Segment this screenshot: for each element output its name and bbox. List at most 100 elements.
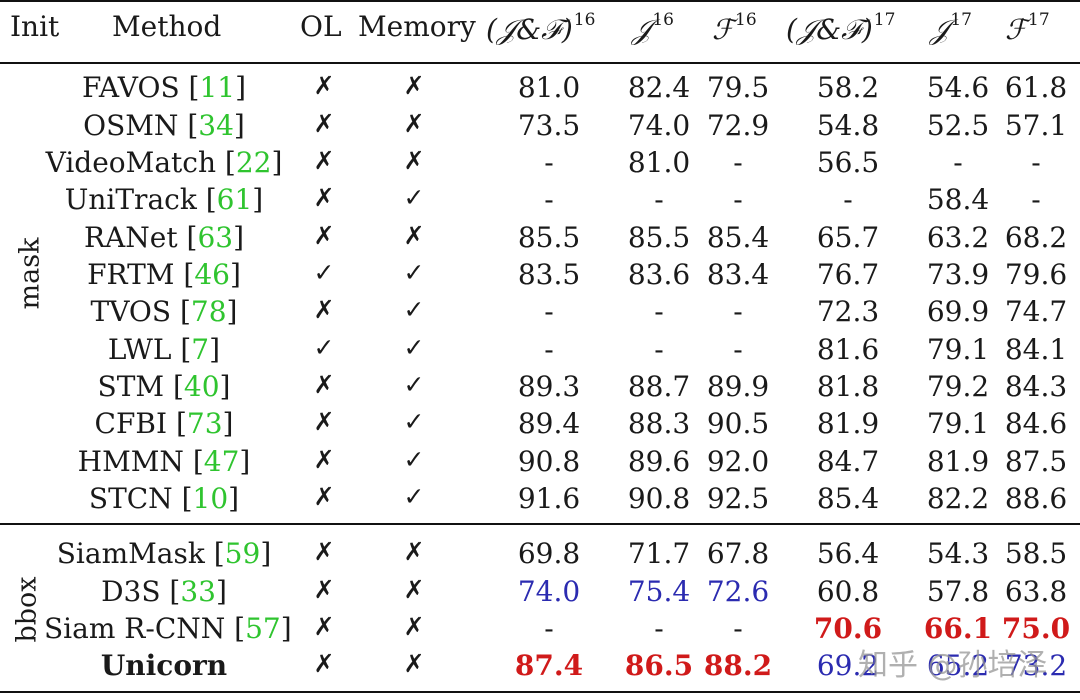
score-cell: - bbox=[544, 183, 554, 216]
top-rule bbox=[0, 0, 1080, 2]
score-cell: 81.9 bbox=[926, 445, 990, 478]
header-f17: ℱ17 bbox=[1005, 10, 1050, 46]
ref-bracket-close: ] bbox=[226, 295, 238, 328]
score-cell: - bbox=[654, 612, 664, 645]
score-cell: - bbox=[544, 295, 554, 328]
score-cell: - bbox=[1031, 146, 1041, 179]
score-cell: 89.4 bbox=[517, 407, 581, 440]
citation-link[interactable]: 47 bbox=[203, 445, 240, 478]
table-row: STCN [10] ✗ ✓ 91.6 90.8 92.5 85.4 82.2 88.6 bbox=[0, 479, 1080, 516]
table-row: UniTrack [61] ✗ ✓ - - - - 58.4 - bbox=[0, 180, 1080, 217]
score-cell: 58.2 bbox=[816, 71, 880, 104]
cross-icon: ✗ bbox=[403, 71, 425, 100]
method-name: SiamMask [59] bbox=[44, 537, 284, 570]
cross-icon: ✗ bbox=[403, 575, 425, 604]
citation-link[interactable]: 22 bbox=[235, 146, 272, 179]
header-jf17: (𝒥&ℱ)17 bbox=[786, 10, 895, 47]
score-cell: 63.8 bbox=[1004, 575, 1068, 608]
citation-link[interactable]: 78 bbox=[190, 295, 227, 328]
score-cell: 90.8 bbox=[627, 482, 691, 515]
citation-link[interactable]: 34 bbox=[198, 109, 234, 142]
citation-link[interactable]: 59 bbox=[224, 537, 261, 570]
score-cell: 79.2 bbox=[926, 370, 990, 403]
check-icon: ✓ bbox=[403, 333, 425, 362]
ref-bracket-open: [ bbox=[169, 575, 181, 608]
method-name: TVOS [78] bbox=[44, 295, 284, 328]
score-cell: 92.0 bbox=[706, 445, 770, 478]
score-cell: 79.6 bbox=[1004, 258, 1068, 291]
bottom-rule bbox=[0, 691, 1080, 693]
score-cell: 83.4 bbox=[706, 258, 770, 291]
cross-icon: ✗ bbox=[313, 146, 335, 175]
method-label: SiamMask bbox=[56, 537, 214, 570]
score-cell: 73.9 bbox=[926, 258, 990, 291]
cross-icon: ✗ bbox=[313, 612, 335, 641]
score-cell: - bbox=[733, 146, 743, 179]
score-cell: 72.3 bbox=[816, 295, 880, 328]
citation-link[interactable]: 63 bbox=[197, 221, 234, 254]
method-name: FRTM [46] bbox=[44, 258, 284, 291]
score-cell: 66.1 bbox=[923, 612, 993, 645]
ref-bracket-open: [ bbox=[180, 333, 192, 366]
table-row: Siam R-CNN [57] ✗ ✗ - - - 70.6 66.1 75.0 bbox=[0, 609, 1080, 646]
citation-link[interactable]: 46 bbox=[194, 258, 230, 291]
score-cell: - bbox=[654, 333, 664, 366]
header-j17: 𝒥17 bbox=[930, 10, 972, 47]
score-cell: 85.5 bbox=[517, 221, 581, 254]
ref-bracket-close: ] bbox=[233, 221, 245, 254]
ref-bracket-close: ] bbox=[239, 445, 251, 478]
score-cell: 79.1 bbox=[926, 407, 990, 440]
citation-link[interactable]: 57 bbox=[245, 612, 281, 645]
table-row: CFBI [73] ✗ ✓ 89.4 88.3 90.5 81.9 79.1 84.6 bbox=[0, 404, 1080, 441]
method-name: VideoMatch [22] bbox=[44, 146, 284, 179]
score-cell: 81.9 bbox=[816, 407, 880, 440]
ref-bracket-open: [ bbox=[179, 295, 191, 328]
table-row: D3S [33] ✗ ✗ 74.0 75.4 72.6 60.8 57.8 63.8 bbox=[0, 572, 1080, 609]
ref-bracket-close: ] bbox=[252, 183, 264, 216]
score-cell: 87.4 bbox=[514, 649, 584, 682]
score-cell: 89.9 bbox=[706, 370, 770, 403]
header-j17-sup: 17 bbox=[950, 10, 972, 30]
header-jf16-sup: 16 bbox=[573, 10, 596, 30]
method-label: FRTM bbox=[87, 258, 184, 291]
score-cell: - bbox=[654, 183, 664, 216]
table-row: OSMN [34] ✗ ✗ 73.5 74.0 72.9 54.8 52.5 57.1 bbox=[0, 106, 1080, 143]
citation-link[interactable]: 73 bbox=[186, 407, 223, 440]
cross-icon: ✗ bbox=[403, 649, 425, 678]
score-cell: 58.5 bbox=[1004, 537, 1068, 570]
score-cell: 85.4 bbox=[816, 482, 880, 515]
table-row: HMMN [47] ✗ ✓ 90.8 89.6 92.0 84.7 81.9 87.5 bbox=[0, 442, 1080, 479]
citation-link[interactable]: 11 bbox=[199, 71, 236, 104]
method-name: D3S [33] bbox=[44, 575, 284, 608]
header-f17-label: ℱ bbox=[1005, 13, 1028, 46]
cross-icon: ✗ bbox=[403, 537, 425, 566]
score-cell: - bbox=[733, 333, 743, 366]
score-cell: 85.5 bbox=[627, 221, 691, 254]
score-cell: 58.4 bbox=[926, 183, 990, 216]
header-rule bbox=[0, 62, 1080, 64]
score-cell: 72.6 bbox=[706, 575, 770, 608]
citation-link[interactable]: 33 bbox=[180, 575, 216, 608]
score-cell: 83.6 bbox=[627, 258, 691, 291]
score-cell: 54.8 bbox=[816, 109, 880, 142]
ref-bracket-open: [ bbox=[175, 407, 187, 440]
citation-link[interactable]: 61 bbox=[216, 183, 253, 216]
method-name: RANet [63] bbox=[44, 221, 284, 254]
score-cell: - bbox=[654, 295, 664, 328]
method-label: CFBI bbox=[94, 407, 176, 440]
header-jf17-label: (𝒥&ℱ) bbox=[786, 13, 873, 46]
method-label: D3S bbox=[101, 575, 170, 608]
citation-link[interactable]: 7 bbox=[191, 333, 210, 366]
score-cell: - bbox=[544, 333, 554, 366]
header-f16-label: ℱ bbox=[712, 13, 735, 46]
citation-link[interactable]: 40 bbox=[183, 370, 220, 403]
ref-bracket-open: [ bbox=[186, 221, 198, 254]
method-label: OSMN bbox=[83, 109, 188, 142]
method-name: Siam R-CNN [57] bbox=[44, 612, 292, 645]
table-row: Unicorn ✗ ✗ 87.4 86.5 88.2 69.2 65.2 73.2 bbox=[0, 646, 1080, 683]
table-row: VideoMatch [22] ✗ ✗ - 81.0 - 56.5 - - bbox=[0, 143, 1080, 180]
citation-link[interactable]: 10 bbox=[192, 482, 229, 515]
score-cell: - bbox=[1031, 183, 1041, 216]
cross-icon: ✗ bbox=[313, 109, 335, 138]
group-rule bbox=[0, 523, 1080, 525]
